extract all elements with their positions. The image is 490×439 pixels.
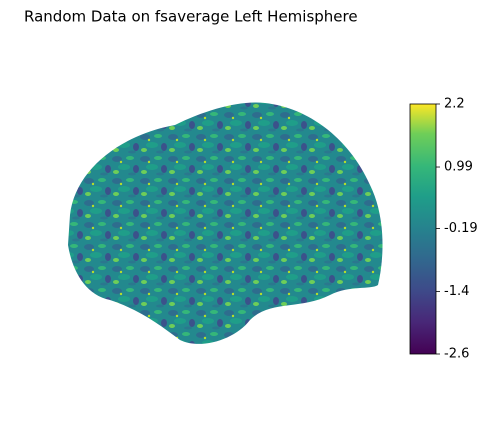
- colorbar: [409, 103, 437, 355]
- colorbar-tick-label: 2.2: [444, 97, 465, 112]
- colorbar-tick-label: -1.4: [444, 284, 469, 299]
- colorbar-tick-label: -0.19: [444, 221, 478, 236]
- chart-title: Random Data on fsaverage Left Hemisphere: [24, 8, 358, 26]
- colorbar-tick-label: -2.6: [444, 347, 469, 362]
- brain-surface: [68, 102, 383, 344]
- colorbar-tick-label: 0.99: [444, 160, 473, 175]
